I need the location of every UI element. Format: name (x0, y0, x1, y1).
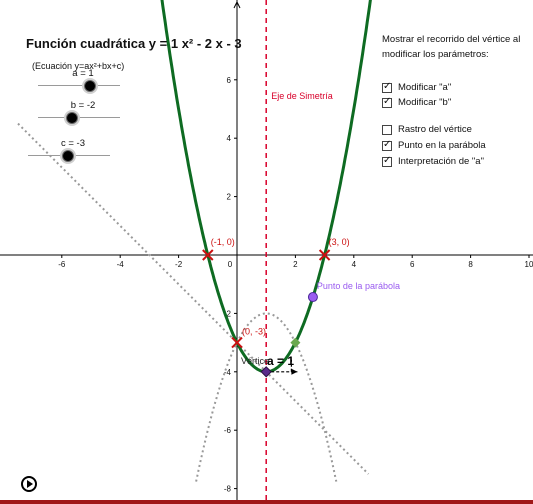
checkbox-box[interactable] (382, 139, 392, 151)
a-interpretation-label: a = 1 (267, 354, 294, 368)
page-title: Función cuadrática y = 1 x² - 2 x - 3 (26, 36, 242, 51)
slider-b-track[interactable] (38, 117, 120, 118)
checkbox-label: Rastro del vértice (398, 124, 472, 135)
root-marker-left (202, 249, 214, 261)
y-tick-label: -8 (224, 485, 232, 494)
x-tick-label: 2 (293, 260, 298, 269)
root-marker-right (318, 249, 331, 261)
parabola-point (307, 292, 318, 303)
vertex-label: Vértice (241, 356, 269, 366)
checkbox-modificar-a[interactable]: Modificar "a" (382, 81, 452, 93)
symmetry-axis-label: Eje de Simetría (271, 91, 333, 101)
vertex-point (260, 366, 272, 378)
x-tick-label: -2 (175, 260, 183, 269)
a-step-point (290, 337, 301, 348)
x-tick-label: 6 (410, 260, 415, 269)
y-axis-arrow (233, 0, 241, 9)
x-tick-label: -6 (58, 260, 66, 269)
checkbox-box[interactable] (382, 81, 392, 93)
checkbox-interpretacion-a[interactable]: Interpretación de "a" (382, 155, 484, 167)
y-tick-label: 4 (227, 134, 232, 143)
play-button[interactable] (21, 476, 37, 492)
checkbox-punto-parabola[interactable]: Punto en la parábola (382, 139, 486, 151)
y-tick-label: 2 (227, 193, 232, 202)
root-label-right: (3, 0) (329, 237, 350, 247)
checkbox-label: Punto en la parábola (398, 140, 486, 151)
slider-a-label: a = 1 (72, 68, 94, 79)
x-tick-label: 4 (352, 260, 357, 269)
slider-c-knob[interactable] (62, 150, 74, 162)
y-intercept-label: (0, -3) (242, 327, 266, 337)
panel-heading: Mostrar el recorrido del vértice al modi… (382, 34, 521, 60)
y-tick-label: 6 (227, 76, 232, 85)
slider-b-knob[interactable] (66, 112, 78, 124)
x-tick-label: 8 (468, 260, 473, 269)
slider-b-label: b = -2 (70, 100, 96, 111)
x-tick-label: 0 (228, 260, 233, 269)
root-label-left: (-1, 0) (211, 237, 235, 247)
vertex-trace-parabola (195, 312, 338, 482)
y-tick-label: -2 (224, 309, 232, 318)
slider-c[interactable]: c = -3 (28, 138, 118, 162)
slider-c-label: c = -3 (60, 138, 86, 149)
checkbox-box[interactable] (382, 124, 392, 135)
checkbox-modificar-b[interactable]: Modificar "b" (382, 96, 452, 108)
a-run-arrow (291, 368, 298, 375)
checkbox-box[interactable] (382, 96, 392, 108)
bottom-bar (0, 500, 533, 504)
x-tick-label: 10 (525, 260, 533, 269)
checkbox-label: Modificar "a" (398, 82, 452, 93)
checkbox-label: Modificar "b" (398, 97, 452, 108)
y-tick-label: -6 (224, 426, 232, 435)
x-tick-label: -4 (117, 260, 125, 269)
slider-a[interactable]: a = 1 (38, 68, 128, 92)
parabola-point-label: Punto de la parábola (317, 281, 400, 291)
checkbox-label: Interpretación de "a" (398, 156, 484, 167)
checkbox-rastro-vertice[interactable]: Rastro del vértice (382, 124, 472, 135)
slider-a-track[interactable] (38, 85, 120, 86)
slider-b[interactable]: b = -2 (38, 100, 128, 124)
y-intercept-marker (231, 336, 243, 349)
slider-a-knob[interactable] (84, 80, 96, 92)
equation-note: (Ecuación y=ax²+bx+c) (32, 61, 125, 71)
y-tick-label: -4 (224, 368, 232, 377)
checkbox-box[interactable] (382, 155, 392, 167)
